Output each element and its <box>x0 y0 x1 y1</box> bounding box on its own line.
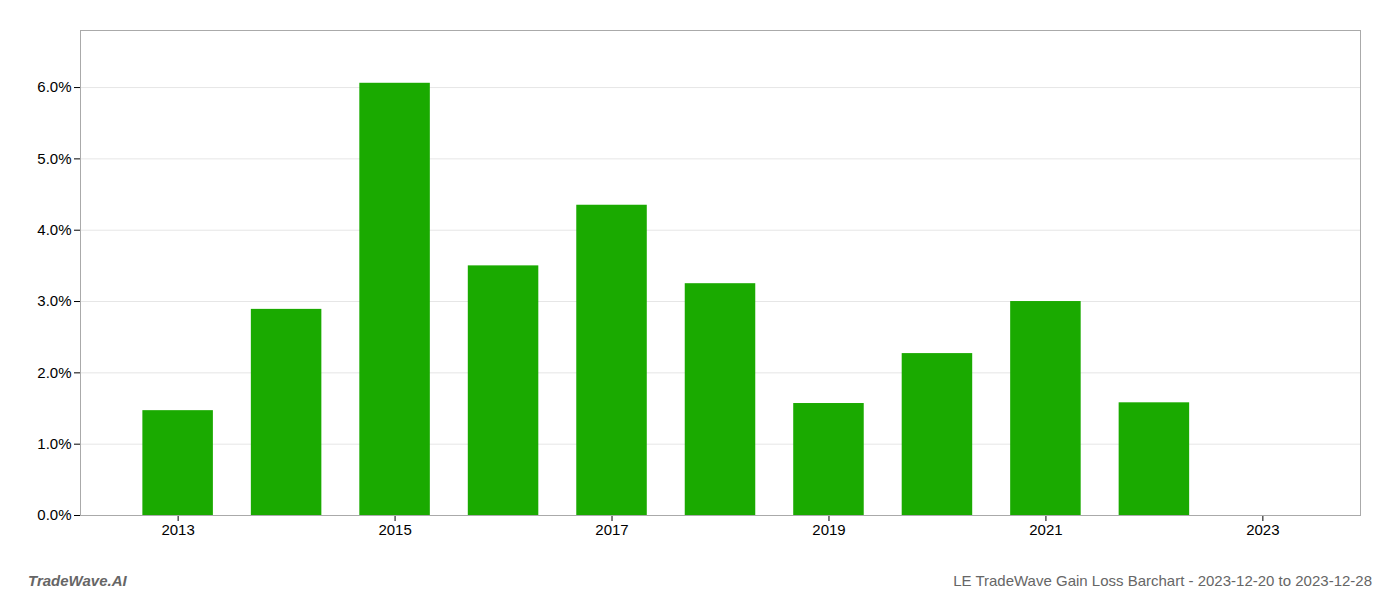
svg-text:1.0%: 1.0% <box>37 435 71 452</box>
svg-text:2023: 2023 <box>1246 521 1279 538</box>
svg-text:2017: 2017 <box>595 521 628 538</box>
svg-text:4.0%: 4.0% <box>37 221 71 238</box>
svg-text:2015: 2015 <box>378 521 411 538</box>
svg-text:2013: 2013 <box>161 521 194 538</box>
svg-text:6.0%: 6.0% <box>37 78 71 95</box>
svg-text:2021: 2021 <box>1029 521 1062 538</box>
svg-text:2.0%: 2.0% <box>37 364 71 381</box>
svg-text:2019: 2019 <box>812 521 845 538</box>
svg-text:5.0%: 5.0% <box>37 150 71 167</box>
html-text:TradeWave.AI: TradeWave.AI <box>28 571 127 589</box>
svg-text:0.0%: 0.0% <box>37 506 71 523</box>
svg-text:3.0%: 3.0% <box>37 292 71 309</box>
html-text:LE TradeWave Gain Loss Barchar: LE TradeWave Gain Loss Barchart - 2023-1… <box>953 571 1372 589</box>
